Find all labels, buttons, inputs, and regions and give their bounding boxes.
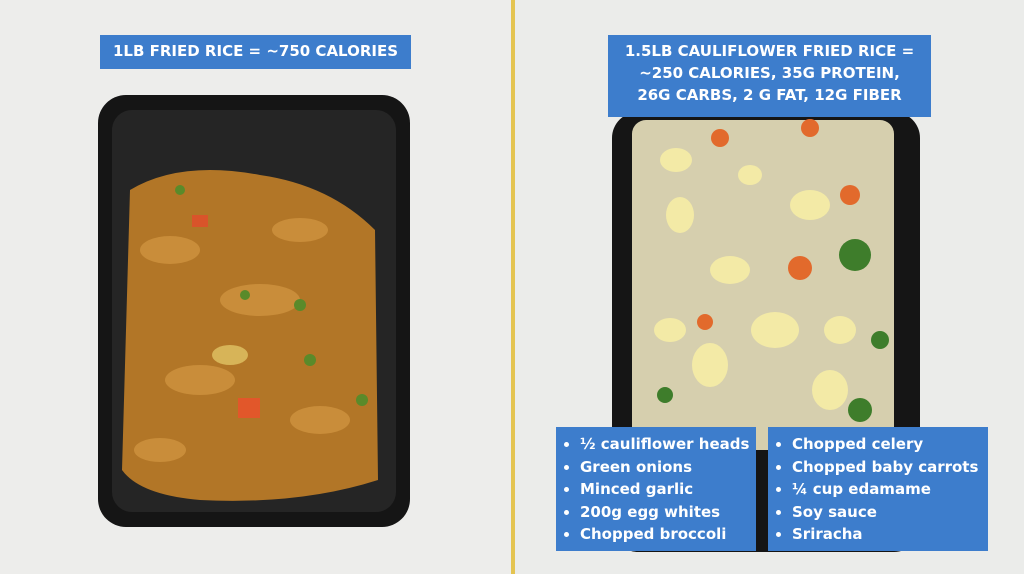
vegetables: [175, 185, 368, 418]
egg-pieces: [654, 148, 856, 410]
ingredient: Sriracha: [792, 523, 980, 546]
label-line: 26G CARBS, 2 G FAT, 12G FIBER: [637, 86, 902, 104]
ingredient: Soy sauce: [792, 501, 980, 524]
ingredient: Chopped baby carrots: [792, 456, 980, 479]
label-line: ~250 CALORIES, 35G PROTEIN,: [639, 64, 900, 82]
vegetables: [657, 119, 889, 422]
rice-texture: [134, 218, 350, 462]
ingredient: Green onions: [580, 456, 748, 479]
ingredient: ¼ cup edamame: [792, 478, 980, 501]
ingredient: Minced garlic: [580, 478, 748, 501]
label-line: 1.5LB CAULIFLOWER FRIED RICE =: [624, 42, 915, 60]
ingredient: ½ cauliflower heads: [580, 433, 749, 456]
ingredient: Chopped celery: [792, 433, 980, 456]
ingredient-list: Chopped celeryChopped baby carrots¼ cup …: [768, 427, 988, 551]
ingredient-list: ½ cauliflower headsGreen onionsMinced ga…: [556, 427, 756, 551]
divider: [511, 0, 515, 574]
right-label: 1.5LB CAULIFLOWER FRIED RICE = ~250 CALO…: [608, 35, 931, 117]
left-label: 1LB FRIED RICE = ~750 CALORIES: [100, 35, 411, 69]
ingredient: Chopped broccoli: [580, 523, 748, 546]
ingredient: 200g egg whites: [580, 501, 748, 524]
